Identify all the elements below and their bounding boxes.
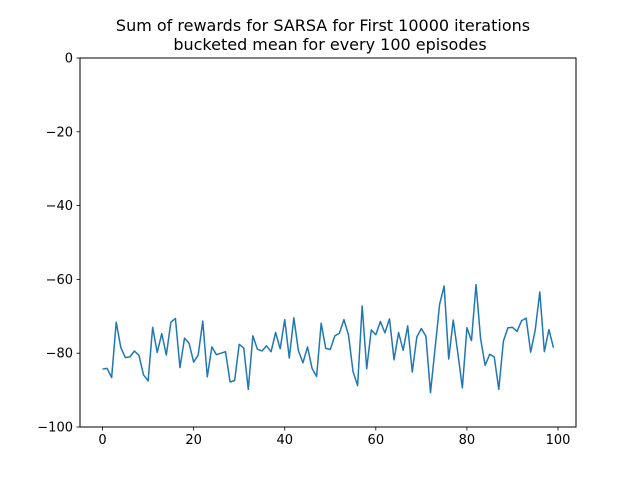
x-tick-label: 100: [546, 433, 571, 448]
series-line-0: [102, 283, 555, 394]
x-tick-label: 40: [276, 433, 293, 448]
y-tick-label: −40: [46, 199, 73, 214]
x-tick-label: 20: [185, 433, 202, 448]
x-tick-label: 80: [459, 433, 476, 448]
plot-layer: [102, 283, 555, 394]
chart-title-line-1: Sum of rewards for SARSA for First 10000…: [116, 16, 530, 35]
x-tick-label: 60: [368, 433, 385, 448]
plot-frame: [79, 57, 577, 428]
chart-title-line-2: bucketed mean for every 100 episodes: [173, 35, 486, 54]
y-tick-label: 0: [65, 52, 73, 67]
y-tick-label: −100: [37, 421, 73, 436]
y-tick-label: −80: [46, 347, 73, 362]
y-tick-label: −20: [46, 125, 73, 140]
axes-layer: 0 20 40 60 80 100 0 −20 −40 −60 −80 −100: [37, 52, 570, 449]
x-tick-label: 0: [98, 433, 106, 448]
y-tick-label: −60: [46, 273, 73, 288]
